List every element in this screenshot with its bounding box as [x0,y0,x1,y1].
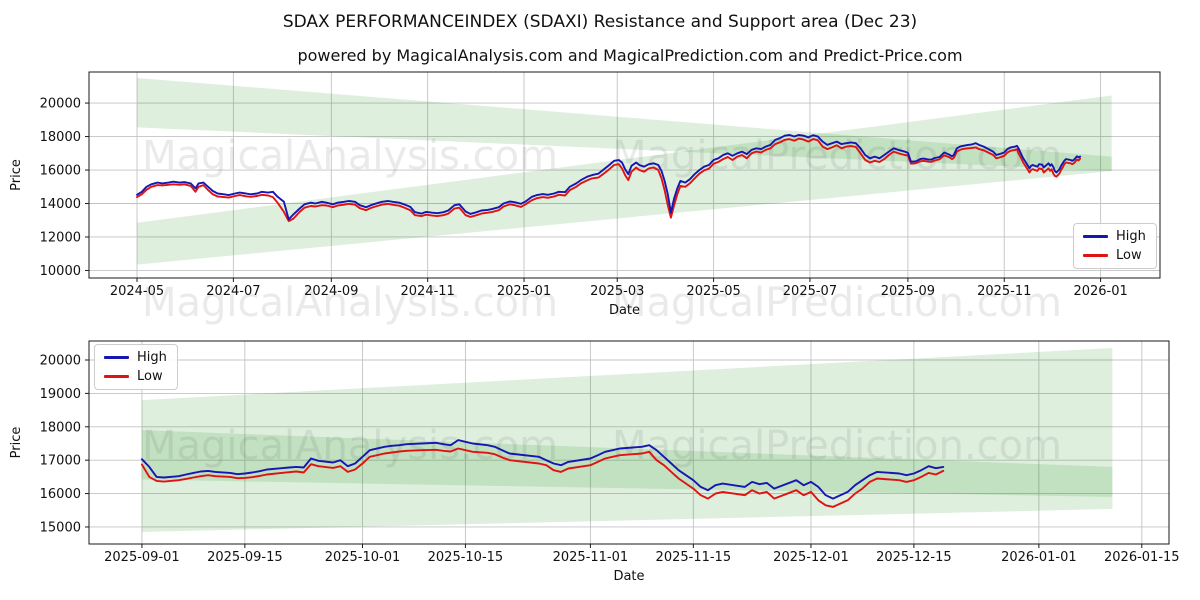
legend-overview: High Low [1073,223,1157,269]
figure-subtitle: powered by MagicalAnalysis.com and Magic… [297,46,963,65]
figure-title: SDAX PERFORMANCEINDEX (SDAXI) Resistance… [282,12,918,32]
x-tick-label: 2025-11-01 [553,550,629,565]
y-tick-label: 18000 [40,420,81,435]
legend-detail: High Low [94,344,178,390]
x-tick-label: 2025-09-01 [104,550,180,565]
x-tick-label: 2026-01-15 [1104,550,1180,565]
x-tick-label: 2024-07 [206,284,260,299]
x-tick-label: 2025-12-01 [773,550,849,565]
plot-border [88,340,1170,545]
y-tick-label: 16000 [40,487,81,502]
x-tick-label: 2025-01 [497,284,551,299]
y-tick-label: 10000 [40,264,81,279]
x-tick-label: 2025-12-15 [876,550,952,565]
watermark-analysis: MagicalAnalysis.com [142,280,558,326]
support-area [137,95,1112,265]
high-line [136,133,1082,221]
y-axis-label: Price [9,159,24,191]
legend-item-high: High [1083,229,1146,244]
low-line-swatch [104,375,129,378]
high-line-swatch [1083,235,1108,238]
y-tick-label: 18000 [40,130,81,145]
legend-item-low: Low [104,369,167,384]
x-tick-label: 2026-01 [1073,284,1127,299]
x-tick-label: 2025-09-15 [207,550,283,565]
watermark-analysis: MagicalAnalysis.com [142,133,558,179]
x-tick-label: 2025-10-15 [428,550,504,565]
legend-label-high: High [137,350,167,365]
x-tick-label: 2025-10-01 [325,550,401,565]
y-axis-label: Price [9,427,24,459]
x-tick-label: 2025-07 [783,284,837,299]
x-tick-label: 2024-05 [110,284,164,299]
y-tick-label: 20000 [40,354,81,369]
legend-label-low: Low [1116,248,1142,263]
x-tick-label: 2025-11-15 [656,550,732,565]
watermark-prediction: MagicalPrediction.com [612,280,1062,326]
resistance-area [137,77,1112,171]
support-area [141,347,1113,532]
x-axis-label: Date [613,569,644,584]
plot-border [88,71,1161,279]
watermark-prediction: MagicalPrediction.com [612,133,1062,179]
y-tick-label: 19000 [40,387,81,402]
x-tick-label: 2026-01-01 [1001,550,1077,565]
x-tick-label: 2024-09 [304,284,358,299]
high-line [140,439,945,500]
x-tick-label: 2025-03 [590,284,644,299]
watermark-analysis: MagicalAnalysis.com [142,423,558,469]
y-tick-label: 16000 [40,164,81,179]
x-tick-label: 2025-05 [686,284,740,299]
y-tick-label: 20000 [40,97,81,112]
legend-item-high: High [104,350,167,365]
y-tick-label: 17000 [40,454,81,469]
x-tick-label: 2025-09 [881,284,935,299]
high-line-swatch [104,356,129,359]
legend-label-high: High [1116,229,1146,244]
x-tick-label: 2024-11 [401,284,455,299]
y-tick-label: 14000 [40,197,81,212]
low-line [136,137,1082,223]
low-line [140,447,945,508]
low-line-swatch [1083,254,1108,257]
watermark-prediction: MagicalPrediction.com [612,423,1062,469]
y-tick-label: 12000 [40,230,81,245]
x-tick-label: 2025-11 [977,284,1031,299]
y-tick-label: 15000 [40,520,81,535]
x-axis-label: Date [609,303,640,318]
legend-item-low: Low [1083,248,1146,263]
legend-label-low: Low [137,369,163,384]
